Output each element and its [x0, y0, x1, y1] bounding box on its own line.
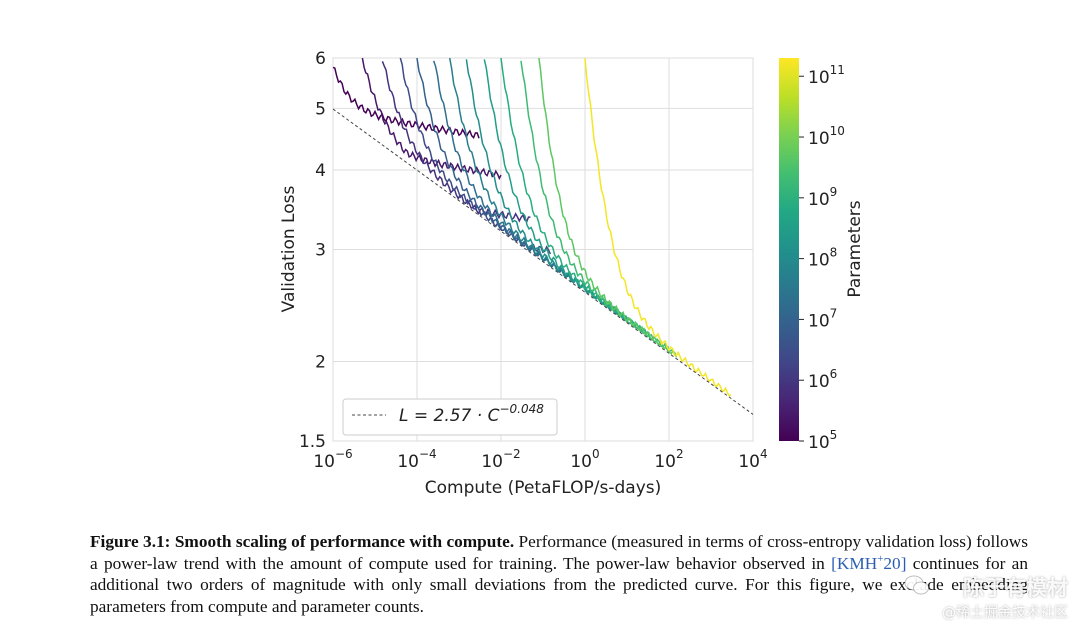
colorbar-label: Parameters	[845, 200, 865, 297]
caption-label: Figure 3.1: Smooth scaling of performanc…	[90, 532, 515, 551]
series-layer	[332, 57, 732, 397]
colorbar-tick-label: 1011	[808, 63, 845, 88]
legend: L = 2.57 · C−0.048	[342, 398, 558, 436]
y-tick-label: 2	[315, 353, 326, 373]
colorbar-tick-label: 107	[808, 306, 837, 331]
x-tick-label: 10−2	[481, 447, 520, 472]
colorbar-tick-label: 109	[808, 185, 837, 210]
legend-label: L = 2.57 · C−0.048	[399, 402, 544, 426]
caption-text-1: Performance (measured in terms of cross-…	[90, 532, 1028, 573]
wechat-icon	[904, 575, 929, 595]
colorbar: 105 106 107 108 109 1010 1011 Parameters	[779, 58, 865, 453]
series-model-12	[538, 57, 678, 358]
y-tick-label: 6	[315, 49, 326, 69]
scaling-figure: 1.5 2 3 4 5 6 10−6 10−4 10−2 100 102 104 Validatio…	[279, 49, 865, 498]
y-axis-label: Validation Loss	[279, 186, 299, 313]
x-axis-label: Compute (PetaFLOP/s-days)	[425, 478, 662, 498]
series-model-3	[381, 61, 531, 224]
colorbar-tick-label: 108	[808, 246, 837, 271]
colorbar-tick-label: 105	[808, 428, 837, 453]
citation-link[interactable]: [KMH+20]	[831, 552, 907, 573]
y-tick-label: 5	[315, 99, 326, 119]
x-tick-label: 10−6	[313, 447, 352, 472]
colorbar-tick-label: 1010	[808, 124, 845, 149]
caption-text-2: continues for an additional two orders o…	[90, 553, 1028, 616]
y-tick-label: 3	[315, 241, 326, 261]
watermark: 陈于有模材 @稀土掘金技术社区	[904, 572, 1072, 624]
y-tick-label: 1.5	[299, 432, 326, 452]
watermark-title: 陈于有模材	[963, 576, 1068, 600]
series-model-13	[584, 57, 732, 397]
trend-line	[332, 108, 754, 415]
colorbar-ticks: 105 106 107 108 109 1010 1011	[799, 63, 845, 453]
grid	[332, 57, 754, 442]
x-tick-label: 10−4	[397, 447, 436, 472]
x-axis-ticks: 10−6 10−4 10−2 100 102 104	[313, 447, 767, 472]
figure-caption: Figure 3.1: Smooth scaling of performanc…	[90, 531, 1028, 617]
series-model-1	[332, 66, 480, 139]
y-tick-label: 4	[315, 161, 326, 181]
colorbar-tick-label: 106	[808, 367, 837, 392]
series-model-11	[520, 60, 673, 353]
x-tick-label: 104	[738, 447, 767, 472]
x-tick-label: 102	[654, 447, 683, 472]
series-model-10	[500, 57, 661, 346]
watermark-subtitle: @稀土掘金技术社区	[942, 605, 1068, 621]
x-tick-label: 100	[570, 447, 599, 472]
y-axis-ticks: 1.5 2 3 4 5 6	[299, 49, 326, 452]
